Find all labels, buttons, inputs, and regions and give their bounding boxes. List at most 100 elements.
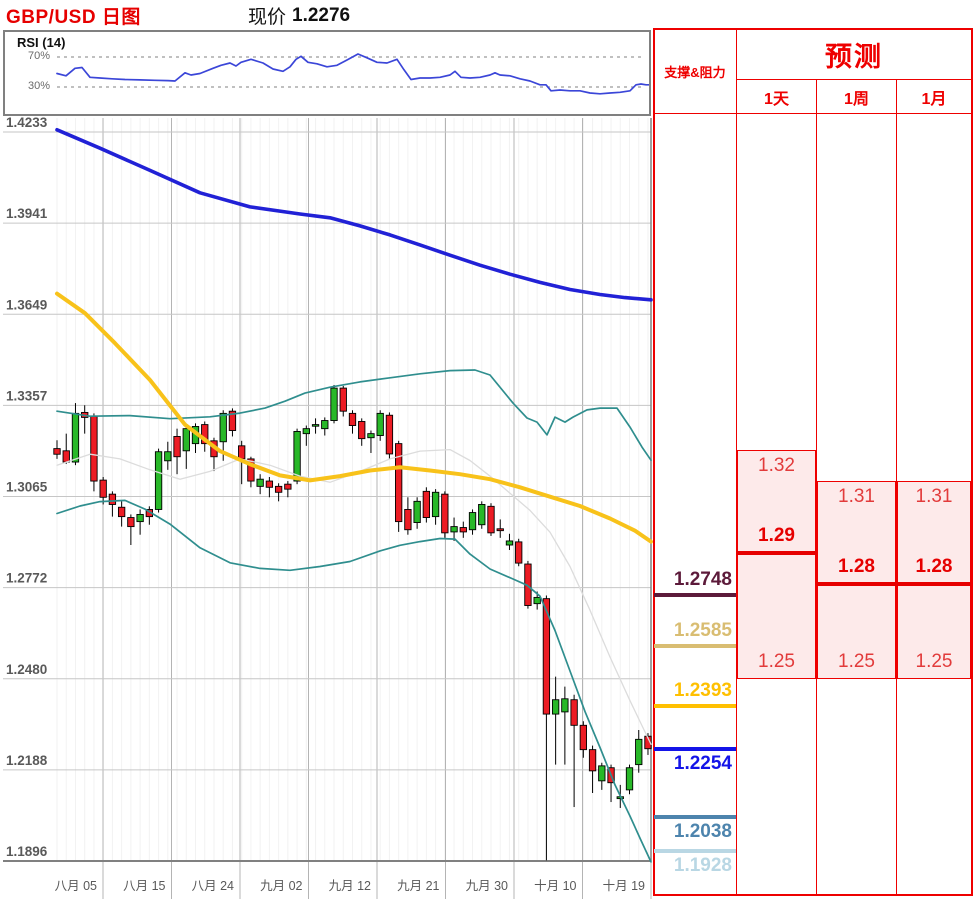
forecast-high-value: 1.32 — [758, 455, 795, 477]
table-divider-subheader — [653, 113, 972, 114]
header: GBP/USD 日图 现价 1.2276 — [6, 2, 350, 29]
table-divider-col2 — [816, 79, 817, 894]
bullish-candle — [71, 412, 80, 463]
rsi-panel: RSI (14) — [3, 30, 651, 116]
bullish-candle — [136, 513, 144, 523]
bearish-candle — [117, 506, 126, 518]
bullish-candle — [256, 478, 264, 487]
y-axis-label: 1.3065 — [6, 480, 48, 495]
rsi-indicator-label: RSI (14) — [17, 35, 66, 50]
x-axis-label: 九月 02 — [260, 879, 302, 893]
bearish-candle — [228, 410, 237, 431]
bearish-candle — [173, 436, 181, 458]
x-axis-label: 九月 12 — [329, 879, 371, 893]
bullish-candle — [330, 387, 338, 421]
forecast-range-box-1月 — [897, 481, 971, 679]
table-border-left — [653, 28, 655, 896]
bearish-candle — [496, 528, 504, 532]
bearish-candle — [62, 450, 70, 463]
bullish-candle — [625, 767, 634, 791]
x-axis-label: 九月 30 — [466, 879, 508, 893]
bullish-candle — [311, 424, 320, 427]
bearish-candle — [422, 490, 431, 519]
bearish-candle — [579, 724, 587, 751]
forecast-pivot-value: 1.28 — [915, 556, 953, 577]
support-resistance-value: 1.2748 — [673, 569, 732, 591]
bullish-candle — [182, 428, 190, 452]
x-axis-label: 九月 21 — [397, 879, 439, 893]
bearish-candle — [201, 424, 209, 445]
support-resistance-value: 1.2038 — [673, 820, 732, 842]
forecast-high-value: 1.31 — [838, 486, 875, 508]
bollinger-lower-line — [56, 499, 652, 863]
forecast-col-1day: 1天 — [764, 90, 789, 108]
bullish-candle — [164, 451, 172, 462]
bearish-candle — [644, 735, 652, 750]
bearish-candle — [570, 699, 578, 726]
bearish-candle — [127, 517, 135, 528]
x-axis-label: 十月 19 — [603, 879, 645, 893]
bullish-candle — [598, 765, 606, 782]
spot-price-label: 现价 — [248, 7, 287, 28]
bearish-candle — [404, 508, 412, 531]
bearish-candle — [90, 416, 98, 482]
forecast-high-value: 1.31 — [915, 486, 953, 508]
table-divider-forecast-header — [736, 79, 972, 80]
bullish-candle — [561, 698, 569, 713]
moving-average-blue — [55, 128, 653, 302]
y-axis-label: 1.3649 — [6, 297, 47, 312]
bearish-candle — [238, 445, 246, 460]
bearish-candle — [53, 448, 61, 455]
forecast-pivot-line — [737, 550, 816, 555]
support-resistance-line — [654, 747, 736, 752]
bullish-candle — [533, 596, 541, 605]
bearish-candle — [588, 749, 597, 772]
bollinger-middle-line — [56, 448, 652, 745]
bullish-candle — [219, 412, 227, 443]
x-axis-label: 十月 10 — [534, 879, 576, 893]
rsi-70-label: 70% — [27, 50, 50, 62]
support-resistance-header: 支撑&阻力 — [664, 65, 726, 80]
bollinger-upper-line — [56, 369, 652, 462]
bullish-candle — [413, 500, 421, 523]
forecast-range-box-1周 — [817, 481, 896, 679]
y-axis-label: 1.1896 — [6, 844, 48, 859]
x-axis-label: 八月 24 — [192, 879, 234, 893]
forecast-pivot-value: 1.28 — [838, 556, 875, 577]
bullish-candle — [551, 699, 560, 715]
y-axis-label: 1.3357 — [6, 388, 47, 403]
forecast-pivot-line — [817, 582, 896, 586]
support-resistance-line — [654, 703, 736, 708]
y-axis-label: 1.3941 — [6, 206, 48, 221]
bullish-candle — [450, 526, 458, 533]
page-title: GBP/USD 日图 — [6, 6, 141, 28]
bullish-candle — [154, 451, 163, 510]
bearish-candle — [284, 483, 292, 490]
bearish-candle — [395, 443, 403, 523]
table-border-right — [971, 28, 973, 896]
table-border-top — [653, 28, 973, 30]
y-axis-label: 1.2188 — [6, 753, 48, 768]
bullish-candle — [431, 491, 440, 518]
support-resistance-value: 1.2585 — [673, 620, 732, 642]
forecast-pivot-line — [897, 582, 971, 586]
forecast-low-value: 1.25 — [758, 650, 795, 672]
bearish-candle — [265, 480, 274, 488]
bearish-candle — [515, 541, 523, 564]
x-axis-label: 八月 15 — [123, 879, 165, 893]
bullish-candle — [478, 504, 486, 526]
table-border-bottom — [653, 894, 973, 896]
rsi-line — [56, 53, 651, 95]
support-resistance-value: 1.2393 — [673, 679, 732, 701]
bearish-candle — [339, 387, 347, 412]
bearish-candle — [274, 485, 283, 493]
bearish-candle — [459, 527, 467, 533]
bullish-candle — [468, 512, 477, 531]
bearish-candle — [99, 479, 107, 498]
bearish-candle — [385, 414, 394, 455]
forecast-low-value: 1.25 — [915, 650, 953, 672]
bullish-candle — [376, 412, 384, 436]
bearish-candle — [247, 458, 255, 482]
